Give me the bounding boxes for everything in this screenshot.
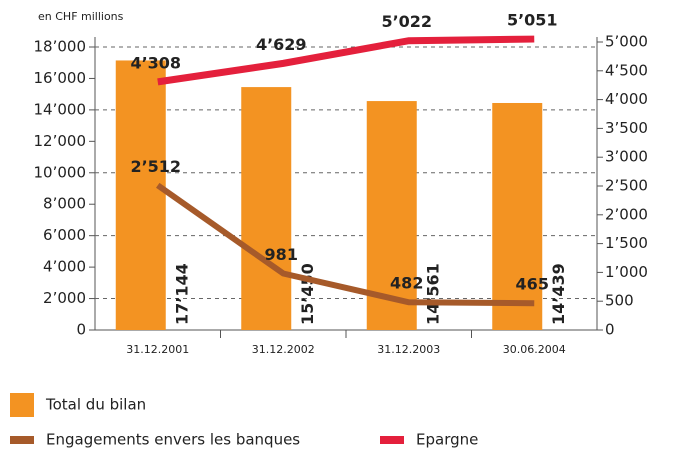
y-tick-label: 0: [76, 321, 86, 339]
y2-tick-label: 4’000: [605, 90, 648, 108]
y2-tick-label: 1’000: [605, 263, 648, 281]
y2-tick-label: 0: [605, 321, 615, 339]
bar-value-label: 14’561: [423, 263, 442, 325]
bar: [492, 102, 543, 330]
y2-tick-label: 1’500: [605, 234, 648, 252]
y2-tick-label: 2’500: [605, 177, 648, 195]
line-value-label: 465: [516, 275, 549, 294]
line: [157, 35, 535, 86]
x-tick-label: 31.12.2002: [252, 343, 315, 356]
y-tick-label: 12’000: [34, 132, 87, 150]
x-tick-label: 31.12.2001: [126, 343, 189, 356]
bar: [241, 87, 292, 330]
line-value-label: 981: [265, 245, 298, 264]
y2-tick-label: 3’500: [605, 119, 648, 137]
line-value-label: 5’051: [507, 11, 558, 30]
bar: [115, 60, 166, 330]
line-value-label: 4’629: [256, 35, 307, 54]
line-value-label: 2’512: [130, 157, 181, 176]
line-value-label: 5’022: [381, 12, 432, 31]
y-tick-label: 16’000: [34, 69, 87, 87]
line-value-label: 4’308: [130, 53, 181, 72]
x-tick-label: 30.06.2004: [503, 343, 566, 356]
unit-label: en CHF millions: [38, 10, 124, 23]
x-tick-label: 31.12.2003: [377, 343, 440, 356]
line-value-label: 482: [390, 274, 423, 293]
legend-swatch: [10, 436, 34, 444]
legend-swatch: [10, 393, 34, 417]
bar-value-label: 15’450: [298, 263, 317, 325]
legend-label: Total du bilan: [45, 396, 146, 414]
y-tick-label: 2’000: [43, 289, 86, 307]
legend-label: Engagements envers les banques: [46, 431, 300, 449]
y-tick-label: 10’000: [34, 163, 87, 181]
y2-tick-label: 4’500: [605, 61, 648, 79]
y-tick-label: 14’000: [34, 100, 87, 118]
y-tick-label: 8’000: [43, 195, 86, 213]
line: [156, 182, 535, 307]
y2-tick-label: 3’000: [605, 148, 648, 166]
y2-tick-label: 5’000: [605, 33, 648, 51]
bar-value-label: 17’144: [172, 263, 191, 325]
y-tick-label: 4’000: [43, 258, 86, 276]
y-tick-label: 6’000: [43, 226, 86, 244]
legend-swatch: [380, 436, 404, 444]
y2-tick-label: 2’000: [605, 205, 648, 223]
y-tick-label: 18’000: [34, 38, 87, 56]
bar-value-label: 14’439: [549, 263, 568, 325]
y2-tick-label: 500: [605, 292, 634, 310]
legend-label: Epargne: [416, 431, 478, 449]
